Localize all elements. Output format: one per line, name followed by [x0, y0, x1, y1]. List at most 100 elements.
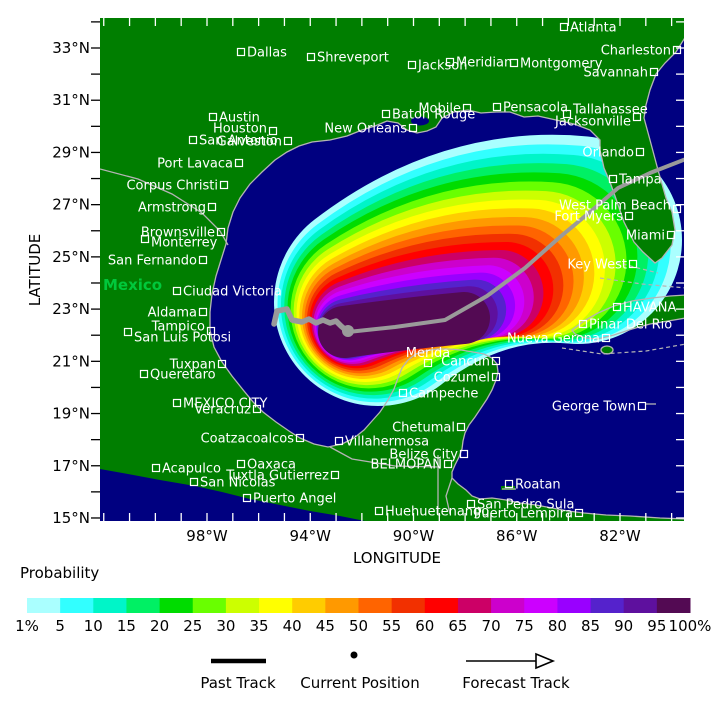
- city-marker: [139, 369, 149, 379]
- colorbar-tick-label: 100%: [669, 617, 712, 635]
- lat-tick-label: 21°N: [52, 352, 90, 370]
- city-label: Key West: [567, 258, 627, 273]
- lon-tick-label: 94°W: [290, 527, 332, 545]
- lon-tick-label: 90°W: [393, 527, 435, 545]
- city-label: Campeche: [409, 387, 478, 402]
- lat-tick-label: 23°N: [52, 300, 90, 318]
- city-key-west: Key West: [567, 258, 638, 273]
- city-coatzacoalcos: Coatzacoalcos: [201, 432, 305, 447]
- city-label: BELMOPAN: [371, 458, 442, 473]
- colorbar-segment: [259, 598, 293, 613]
- city-label: Galveston: [217, 135, 282, 150]
- city-montgomery: Montgomery: [509, 57, 603, 72]
- city-tallahassee: Tallahassee: [562, 103, 648, 119]
- colorbar-segment: [225, 598, 260, 613]
- city-tuxpan: Tuxpan: [169, 358, 227, 373]
- city-marker: [206, 326, 216, 336]
- city-marker: [443, 459, 453, 469]
- city-marker: [608, 174, 618, 184]
- city-label: Dallas: [247, 46, 287, 61]
- colorbar-segment: [590, 598, 625, 613]
- city-tampico: Tampico: [151, 320, 216, 336]
- colorbar-segment: [524, 598, 558, 613]
- city-meridian: Meridian: [445, 56, 512, 71]
- city-marker: [252, 404, 262, 414]
- city-marker: [216, 227, 226, 237]
- city-puerto-angel: Puerto Angel: [242, 492, 336, 507]
- legend-forecast-arrowhead: [535, 652, 556, 670]
- city-label: Orlando: [582, 146, 634, 161]
- border-guatemala-honduras: [445, 477, 453, 515]
- lat-tick-label: 31°N: [52, 91, 90, 109]
- city-cozumel: Cozumel: [434, 371, 501, 386]
- colorbar-tick-label: 20: [150, 617, 169, 635]
- city-label: Jacksonville: [554, 115, 631, 130]
- city-label: Monterrey: [151, 236, 218, 251]
- city-marker: [459, 449, 469, 459]
- city-marker: [635, 147, 645, 157]
- city-label: Queretaro: [150, 368, 216, 383]
- city-label: San Pedro Sula: [477, 498, 574, 513]
- colorbar-segment: [192, 598, 227, 613]
- city-marker: [188, 135, 198, 145]
- city-label: Houston: [213, 122, 267, 137]
- colorbar-segment: [60, 598, 94, 613]
- city-label: Armstrong: [138, 201, 206, 216]
- city-label: Nueva Gerona: [507, 332, 600, 347]
- city-marker: [217, 359, 227, 369]
- city-label: Pinar Del Rio: [589, 318, 672, 333]
- city-cancun: Cancun: [441, 355, 501, 370]
- colorbar-segment: [656, 598, 691, 613]
- lake-pontchartrain: [411, 116, 429, 126]
- city-label: Tuxpan: [169, 358, 216, 373]
- city-miami: Miami: [626, 229, 676, 244]
- city-label: West Palm Beach: [559, 199, 671, 214]
- city-san-luis-potosi: San Luis Potosi: [123, 327, 231, 346]
- city-dallas: Dallas: [236, 46, 287, 61]
- city-label: Tampa: [618, 173, 662, 188]
- city-shreveport: Shreveport: [306, 51, 389, 66]
- colorbar-tick-label: 15: [117, 617, 136, 635]
- city-houston: Houston: [213, 122, 278, 137]
- city-label: San Fernando: [108, 254, 197, 269]
- city-label: Savannah: [583, 66, 648, 81]
- lat-axis-title: LATITUDE: [26, 234, 44, 307]
- city-marker: [491, 372, 501, 382]
- colorbar-segment: [557, 598, 592, 613]
- dashed-boundary-florida-keys: [615, 261, 659, 274]
- city-puerto-lempira: Puerto Lempira: [474, 507, 584, 522]
- city-label: Tuxtla Gutierrez: [225, 469, 329, 484]
- colorbar-tick-label: 50: [349, 617, 368, 635]
- city-label: Corpus Christi: [126, 179, 218, 194]
- legend-current-position-label: Current Position: [300, 674, 420, 692]
- city-label: Baton Rouge: [392, 108, 475, 123]
- legend-forecast-track-label: Forecast Track: [462, 674, 570, 692]
- city-label: Puerto Angel: [253, 492, 336, 507]
- city-marker: [198, 255, 208, 265]
- city-belize-city: Belize City: [389, 448, 469, 463]
- city-label: Roatan: [515, 478, 561, 493]
- probability-colorbar: 1% 5 10 15 20 25 30 35 40 45 50 55 60 65 70 75 80 85 90 95 1…: [15, 598, 711, 635]
- region-label-mexico: Mexico: [103, 276, 162, 294]
- city-aldama: Aldama: [148, 306, 208, 321]
- city-armstrong: Armstrong: [138, 201, 217, 216]
- colorbar-segment: [491, 598, 525, 613]
- city-marker: [632, 112, 642, 122]
- colorbar-tick-label: 60: [415, 617, 434, 635]
- coastline-cuba: [571, 294, 684, 340]
- city-marker: [408, 123, 418, 133]
- city-austin: Austin: [208, 111, 260, 126]
- land-isla-juventud: [601, 346, 613, 354]
- colorbar-tick-label: 45: [316, 617, 335, 635]
- city-marker: [330, 470, 340, 480]
- city-oaxaca: Oaxaca: [236, 458, 296, 473]
- lat-tick-label: 17°N: [52, 457, 90, 475]
- city-atlanta: Atlanta: [559, 21, 617, 36]
- city-marker: [374, 506, 384, 516]
- city-marker: [624, 211, 634, 221]
- city-label: Brownsville: [141, 226, 215, 241]
- city-marker: [456, 422, 466, 432]
- city-label: Charleston: [601, 44, 671, 59]
- city-marker: [649, 67, 659, 77]
- city-san-fernando: San Fernando: [108, 254, 208, 269]
